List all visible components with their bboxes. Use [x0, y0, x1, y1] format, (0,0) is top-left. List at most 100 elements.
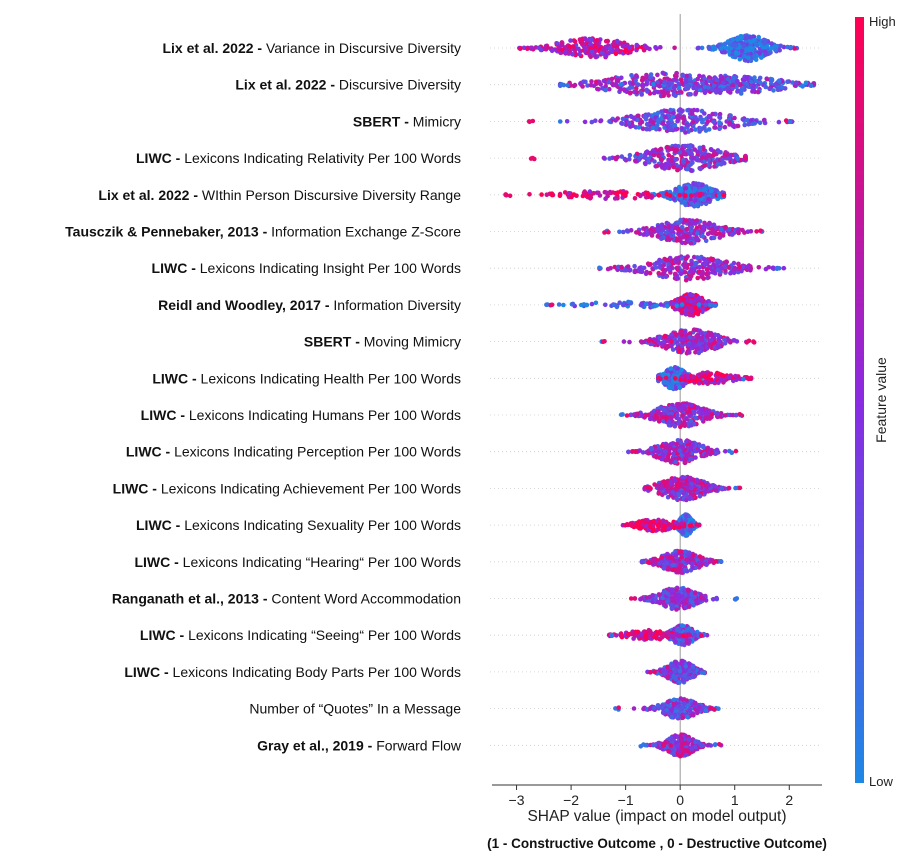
- shap-point: [673, 332, 679, 338]
- shap-point: [658, 45, 663, 50]
- shap-point: [642, 114, 648, 120]
- shap-point: [665, 124, 670, 129]
- shap-point: [626, 299, 631, 305]
- shap-point: [659, 456, 664, 462]
- shap-point: [628, 90, 633, 96]
- shap-point: [690, 561, 695, 566]
- shap-point: [709, 257, 715, 263]
- shap-point: [604, 190, 609, 195]
- shap-point: [726, 485, 732, 491]
- shap-point: [613, 51, 619, 57]
- shap-point: [699, 346, 705, 351]
- shap-point: [673, 376, 678, 381]
- shap-point: [682, 423, 688, 429]
- shap-point: [764, 44, 770, 50]
- shap-point: [660, 165, 665, 170]
- shap-point: [751, 38, 757, 43]
- shap-point: [656, 483, 661, 489]
- shap-point: [678, 271, 684, 277]
- shap-point: [626, 449, 631, 455]
- shap-point: [735, 123, 741, 129]
- shap-point: [591, 83, 597, 88]
- shap-point: [653, 337, 659, 343]
- shap-point: [680, 474, 685, 480]
- shap-point: [713, 488, 719, 493]
- shap-point: [566, 191, 572, 196]
- shap-point: [777, 78, 782, 83]
- shap-point: [677, 385, 682, 390]
- shap-point: [687, 350, 692, 355]
- shap-point: [672, 149, 678, 154]
- shap-point: [697, 494, 703, 499]
- shap-point: [549, 48, 555, 53]
- shap-point: [745, 75, 750, 80]
- shap-point: [673, 225, 678, 230]
- shap-point: [619, 264, 624, 270]
- shap-point: [696, 350, 702, 356]
- shap-point: [612, 196, 618, 201]
- shap-point: [673, 459, 678, 465]
- shap-point: [700, 269, 705, 275]
- shap-point: [633, 78, 638, 83]
- shap-point: [788, 44, 793, 50]
- shap-point: [681, 296, 686, 302]
- shap-point: [783, 118, 789, 123]
- shap-point: [665, 454, 671, 460]
- shap-point: [681, 336, 686, 342]
- shap-point: [639, 559, 645, 564]
- shap-point: [739, 86, 745, 92]
- shap-point: [655, 89, 661, 95]
- shap-point: [773, 47, 778, 53]
- shap-point: [753, 57, 759, 62]
- shap-point: [689, 306, 694, 311]
- shap-point: [664, 108, 669, 114]
- shap-point: [651, 152, 657, 158]
- shap-point: [672, 406, 677, 412]
- shap-point: [660, 121, 666, 126]
- shap-point: [696, 45, 701, 51]
- shap-point: [536, 45, 542, 51]
- shap-point: [735, 156, 740, 161]
- shap-point: [642, 155, 647, 160]
- shap-point: [636, 113, 641, 119]
- shap-point: [615, 190, 621, 195]
- shap-point: [683, 202, 688, 208]
- shap-point: [569, 194, 574, 199]
- shap-point: [703, 489, 708, 495]
- shap-point: [759, 55, 764, 60]
- shap-point: [800, 84, 805, 89]
- shap-point: [790, 80, 795, 85]
- shap-point: [682, 330, 688, 335]
- shap-point: [706, 483, 712, 488]
- shap-point: [643, 413, 649, 418]
- shap-point: [768, 50, 773, 55]
- shap-point: [649, 446, 655, 452]
- shap-point: [672, 365, 678, 370]
- shap-point: [723, 268, 728, 273]
- shap-point: [686, 342, 691, 348]
- shap-point: [695, 334, 700, 339]
- shap-point: [781, 265, 787, 271]
- shap-point: [763, 84, 768, 90]
- shap-point: [677, 566, 682, 571]
- shap-point: [746, 48, 752, 53]
- shap-point: [701, 276, 706, 281]
- feature-points: [544, 292, 718, 318]
- shap-point: [581, 79, 586, 84]
- shap-point: [785, 79, 790, 84]
- shap-point: [756, 265, 762, 270]
- shap-point: [748, 229, 754, 234]
- shap-point: [663, 346, 669, 351]
- feature-points: [599, 327, 757, 356]
- shap-point: [648, 301, 653, 306]
- shap-point: [737, 264, 742, 270]
- shap-point: [714, 188, 719, 193]
- shap-point: [702, 124, 707, 130]
- shap-point: [613, 118, 618, 123]
- shap-point: [639, 92, 644, 97]
- shap-point: [707, 559, 713, 564]
- shap-point: [720, 157, 725, 162]
- shap-point: [725, 76, 731, 82]
- shap-point: [734, 339, 740, 344]
- shap-point: [707, 220, 712, 226]
